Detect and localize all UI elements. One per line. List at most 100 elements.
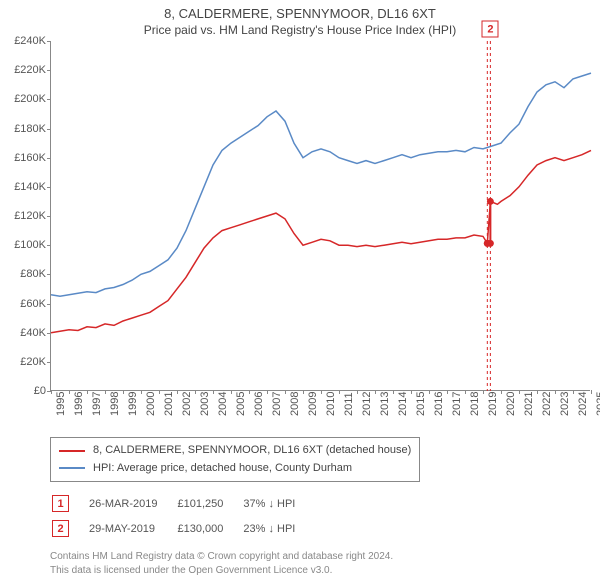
x-tick-mark — [519, 390, 520, 394]
sale-date: 26-MAR-2019 — [89, 492, 175, 515]
x-tick-mark — [51, 390, 52, 394]
x-tick-label: 1997 — [91, 392, 103, 416]
x-tick-mark — [231, 390, 232, 394]
y-tick-mark — [47, 274, 51, 275]
x-tick-mark — [267, 390, 268, 394]
x-tick-mark — [249, 390, 250, 394]
y-tick-mark — [47, 362, 51, 363]
table-row: 1 26-MAR-2019£101,25037% ↓ HPI — [52, 492, 313, 515]
plot-area: £0£20K£40K£60K£80K£100K£120K£140K£160K£1… — [50, 41, 590, 391]
x-tick-label: 2022 — [541, 392, 553, 416]
x-tick-mark — [573, 390, 574, 394]
sale-price: £101,250 — [177, 492, 241, 515]
x-tick-label: 2020 — [505, 392, 517, 416]
y-tick-mark — [47, 187, 51, 188]
x-tick-mark — [321, 390, 322, 394]
x-tick-label: 2011 — [343, 392, 355, 416]
legend-swatch — [59, 450, 85, 452]
y-tick-mark — [47, 129, 51, 130]
x-tick-label: 2002 — [181, 392, 193, 416]
y-tick-label: £40K — [1, 327, 46, 339]
x-tick-label: 2013 — [379, 392, 391, 416]
series-line — [51, 73, 591, 296]
y-tick-mark — [47, 70, 51, 71]
x-tick-label: 2005 — [235, 392, 247, 416]
y-tick-mark — [47, 41, 51, 42]
x-tick-mark — [375, 390, 376, 394]
x-tick-label: 1998 — [109, 392, 121, 416]
x-tick-mark — [537, 390, 538, 394]
x-tick-mark — [123, 390, 124, 394]
y-tick-label: £120K — [1, 210, 46, 222]
legend-swatch — [59, 467, 85, 469]
x-tick-label: 2023 — [559, 392, 571, 416]
x-tick-mark — [357, 390, 358, 394]
attribution: Contains HM Land Registry data © Crown c… — [50, 550, 590, 578]
x-tick-mark — [429, 390, 430, 394]
x-tick-mark — [501, 390, 502, 394]
sale-date: 29-MAY-2019 — [89, 517, 175, 540]
x-tick-mark — [285, 390, 286, 394]
x-tick-mark — [591, 390, 592, 394]
series-line — [51, 150, 591, 332]
x-tick-label: 2018 — [469, 392, 481, 416]
y-tick-label: £100K — [1, 239, 46, 251]
attribution-line-2: This data is licensed under the Open Gov… — [50, 564, 590, 578]
x-tick-mark — [465, 390, 466, 394]
x-tick-mark — [159, 390, 160, 394]
x-tick-label: 2006 — [253, 392, 265, 416]
x-tick-label: 2025 — [595, 392, 600, 416]
x-tick-mark — [411, 390, 412, 394]
x-tick-mark — [195, 390, 196, 394]
y-tick-mark — [47, 99, 51, 100]
x-tick-label: 2010 — [325, 392, 337, 416]
x-tick-mark — [447, 390, 448, 394]
attribution-line-1: Contains HM Land Registry data © Crown c… — [50, 550, 590, 564]
legend-item: 8, CALDERMERE, SPENNYMOOR, DL16 6XT (det… — [59, 442, 411, 460]
x-tick-mark — [141, 390, 142, 394]
legend-item: HPI: Average price, detached house, Coun… — [59, 460, 411, 478]
x-tick-label: 2014 — [397, 392, 409, 416]
x-tick-mark — [213, 390, 214, 394]
x-tick-label: 1999 — [127, 392, 139, 416]
sale-badge: 1 — [52, 495, 69, 512]
x-tick-mark — [339, 390, 340, 394]
x-tick-label: 2016 — [433, 392, 445, 416]
x-tick-mark — [87, 390, 88, 394]
x-tick-label: 1996 — [73, 392, 85, 416]
legend-label: 8, CALDERMERE, SPENNYMOOR, DL16 6XT (det… — [93, 442, 411, 460]
sale-badge: 2 — [52, 520, 69, 537]
x-tick-label: 2019 — [487, 392, 499, 416]
chart-title: 8, CALDERMERE, SPENNYMOOR, DL16 6XT — [0, 0, 600, 21]
legend: 8, CALDERMERE, SPENNYMOOR, DL16 6XT (det… — [50, 437, 420, 482]
x-tick-mark — [555, 390, 556, 394]
x-tick-mark — [483, 390, 484, 394]
x-tick-label: 2004 — [217, 392, 229, 416]
x-tick-label: 2021 — [523, 392, 535, 416]
x-tick-label: 2009 — [307, 392, 319, 416]
y-tick-mark — [47, 245, 51, 246]
x-tick-label: 2017 — [451, 392, 463, 416]
x-tick-label: 2000 — [145, 392, 157, 416]
plot-svg — [51, 41, 590, 390]
sale-point — [487, 198, 494, 205]
chart-subtitle: Price paid vs. HM Land Registry's House … — [0, 21, 600, 41]
chart-container: 8, CALDERMERE, SPENNYMOOR, DL16 6XT Pric… — [0, 0, 600, 560]
y-tick-mark — [47, 158, 51, 159]
y-tick-label: £220K — [1, 64, 46, 76]
legend-label: HPI: Average price, detached house, Coun… — [93, 460, 352, 478]
x-tick-mark — [177, 390, 178, 394]
sale-delta: 37% ↓ HPI — [243, 492, 313, 515]
y-tick-mark — [47, 216, 51, 217]
y-tick-label: £180K — [1, 123, 46, 135]
y-tick-mark — [47, 304, 51, 305]
x-tick-label: 2015 — [415, 392, 427, 416]
x-tick-mark — [105, 390, 106, 394]
y-tick-label: £160K — [1, 152, 46, 164]
sales-table: 1 26-MAR-2019£101,25037% ↓ HPI 2 29-MAY-201… — [50, 490, 315, 542]
y-tick-label: £200K — [1, 93, 46, 105]
y-tick-label: £240K — [1, 35, 46, 47]
x-tick-label: 2008 — [289, 392, 301, 416]
x-tick-label: 2003 — [199, 392, 211, 416]
x-tick-mark — [69, 390, 70, 394]
